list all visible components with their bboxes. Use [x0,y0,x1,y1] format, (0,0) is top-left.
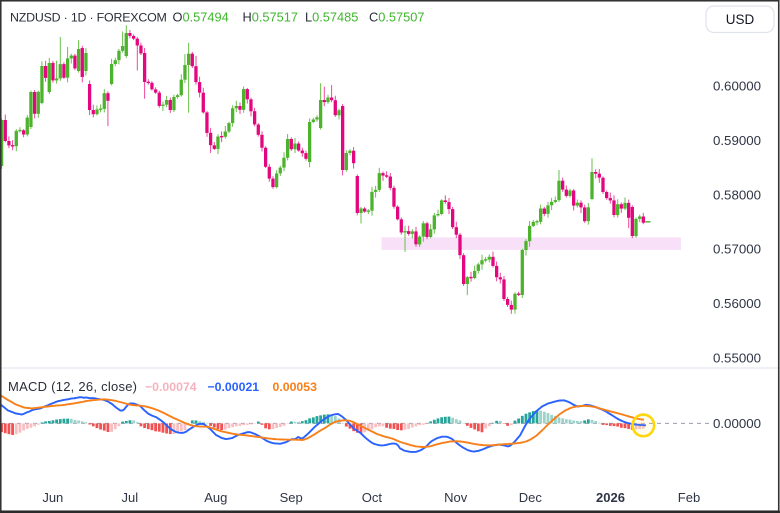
svg-text:Nov: Nov [444,490,468,505]
svg-text:Jul: Jul [121,490,138,505]
svg-text:Aug: Aug [204,490,227,505]
svg-text:2026: 2026 [596,490,625,505]
svg-text:C0.57507: C0.57507 [369,10,425,25]
svg-text:USD: USD [726,12,755,27]
svg-text:Feb: Feb [678,490,700,505]
svg-text:Oct: Oct [362,490,383,505]
svg-text:H0.57517: H0.57517 [243,10,299,25]
svg-text:Jun: Jun [42,490,63,505]
svg-text:0.56000: 0.56000 [713,296,761,311]
svg-text:0.57000: 0.57000 [713,242,761,257]
svg-text:Sep: Sep [280,490,303,505]
svg-text:0.55000: 0.55000 [713,351,761,366]
svg-text:0.00053: 0.00053 [273,380,318,394]
svg-text:0.60000: 0.60000 [713,79,761,94]
svg-text:0.00000: 0.00000 [713,416,761,431]
svg-text:0.58000: 0.58000 [713,187,761,202]
svg-text:−0.00021: −0.00021 [208,380,260,394]
svg-text:0.59000: 0.59000 [713,133,761,148]
svg-text:MACD (12, 26, close): MACD (12, 26, close) [8,379,137,394]
svg-text:Dec: Dec [519,490,543,505]
svg-text:−0.00074: −0.00074 [145,380,197,394]
svg-text:NZDUSD · 1D · FOREXCOM: NZDUSD · 1D · FOREXCOM [10,11,167,25]
svg-text:O0.57494: O0.57494 [173,10,229,25]
svg-text:L0.57485: L0.57485 [305,10,358,25]
